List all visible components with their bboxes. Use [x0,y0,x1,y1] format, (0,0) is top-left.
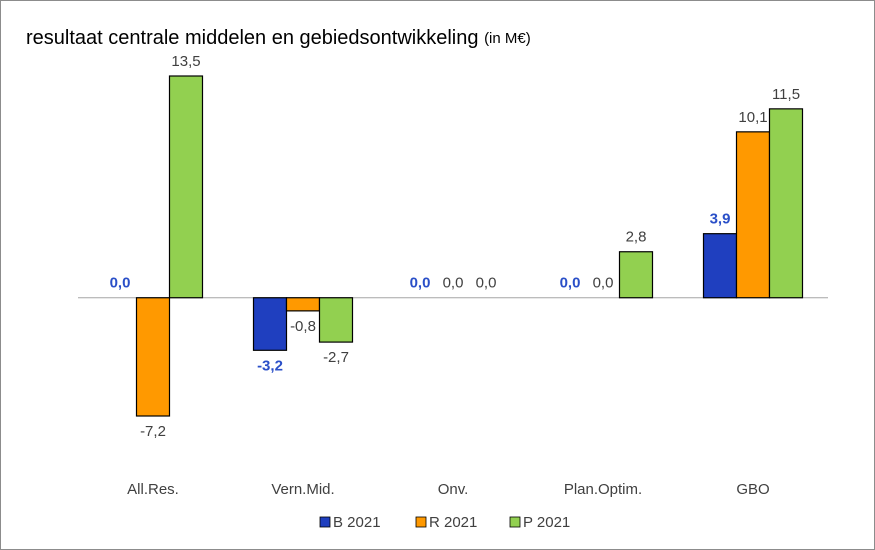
data-label: 11,5 [772,86,800,103]
legend-label: R 2021 [429,514,477,531]
x-tick-label: Vern.Mid. [271,481,334,498]
title-unit: (in M€) [484,30,531,47]
data-label: 0,0 [110,275,131,292]
data-label: 0,0 [476,275,497,292]
bar [135,297,171,417]
data-label: -3,2 [257,357,283,374]
data-label: 10,1 [738,109,767,126]
x-tick-label: Onv. [438,481,469,498]
bar [702,233,738,299]
legend-swatch [415,516,427,528]
data-label: 2,8 [626,229,647,246]
data-label: 13,5 [171,53,200,70]
legend-label: B 2021 [333,514,381,531]
legend-label: P 2021 [523,514,570,531]
x-tick-label: GBO [736,481,769,498]
data-label: 0,0 [410,275,431,292]
data-label: -2,7 [323,349,349,366]
legend-swatch [319,516,331,528]
bar [252,297,288,351]
bar [285,297,321,312]
data-label: 0,0 [443,275,464,292]
bar [735,131,771,299]
x-tick-label: All.Res. [127,481,179,498]
x-tick-label: Plan.Optim. [564,481,642,498]
bar [318,297,354,343]
data-label: 3,9 [710,211,731,228]
title-text: resultaat centrale middelen en gebiedson… [26,27,479,49]
chart-title: resultaat centrale middelen en gebiedson… [26,27,531,49]
data-label: -0,8 [290,318,316,335]
data-label: -7,2 [140,423,166,440]
data-label: 0,0 [560,275,581,292]
bar [768,108,804,299]
bar [168,75,204,299]
bar [618,251,654,299]
legend-swatch [509,516,521,528]
data-label: 0,0 [593,275,614,292]
